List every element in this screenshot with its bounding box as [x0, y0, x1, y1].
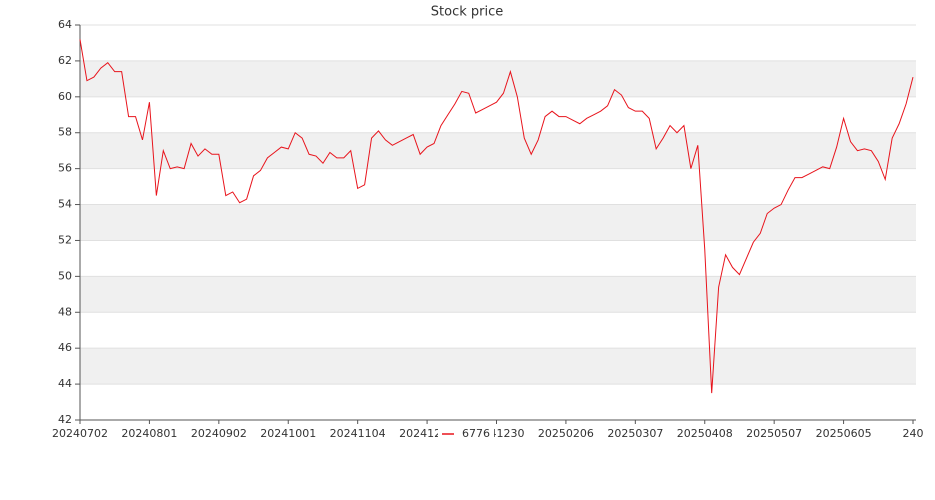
- x-tick-label: 20240902: [191, 427, 247, 440]
- y-tick-label: 48: [58, 305, 72, 318]
- y-tick-label: 54: [58, 198, 72, 211]
- y-tick-label: 52: [58, 233, 72, 246]
- x-tick-label: 20240801: [121, 427, 177, 440]
- y-tick-label: 56: [58, 162, 72, 175]
- grid-band: [80, 204, 916, 241]
- legend-label: 6776: [462, 427, 490, 440]
- y-tick-label: 50: [58, 269, 72, 282]
- legend-box: [438, 426, 494, 442]
- chart-title: Stock price: [431, 5, 503, 20]
- grid-band: [80, 276, 916, 313]
- x-tick-label: 20241001: [260, 427, 316, 440]
- x-tick-label: 20250307: [607, 427, 663, 440]
- grid-band: [80, 60, 916, 97]
- y-tick-label: 44: [58, 377, 72, 390]
- y-tick-label: 60: [58, 90, 72, 103]
- grid-band: [80, 348, 916, 385]
- x-tick-label: 20250507: [746, 427, 802, 440]
- y-tick-label: 64: [58, 18, 72, 31]
- price-line: [79, 39, 914, 394]
- y-tick-label: 62: [58, 54, 72, 67]
- x-tick-label: 20250206: [538, 427, 594, 440]
- x-tick-label: 20240702: [52, 427, 108, 440]
- x-tick-label: 20250408: [677, 427, 733, 440]
- x-tick-label: 240: [903, 427, 924, 440]
- x-tick-label: 20241104: [330, 427, 386, 440]
- y-tick-label: 46: [58, 341, 72, 354]
- x-tick-label: 20250605: [816, 427, 872, 440]
- y-tick-label: 58: [58, 126, 72, 139]
- grid-band: [80, 132, 916, 169]
- y-tick-label: 42: [58, 413, 72, 426]
